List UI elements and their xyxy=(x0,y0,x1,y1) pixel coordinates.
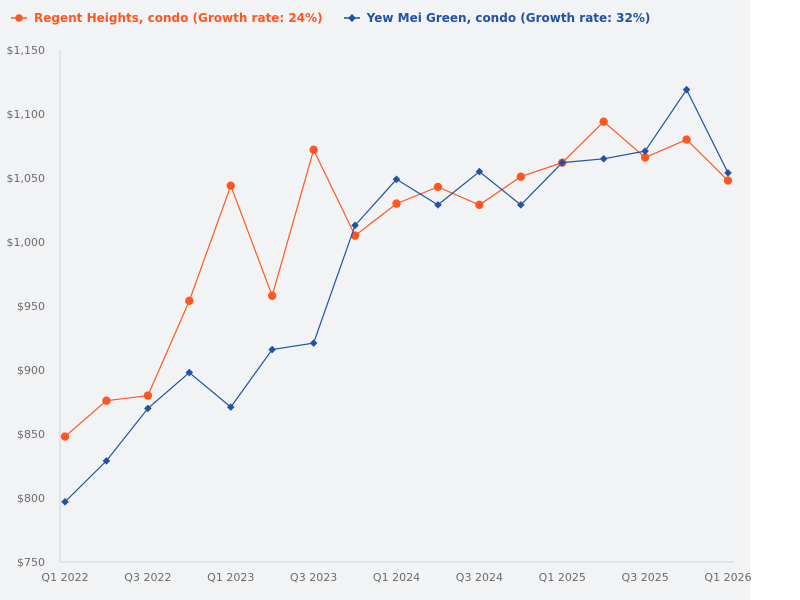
data-point-circle[interactable] xyxy=(60,432,70,441)
data-point-diamond[interactable] xyxy=(61,498,69,506)
data-point-diamond[interactable] xyxy=(268,345,276,354)
data-point-circle[interactable] xyxy=(226,181,235,190)
series-line xyxy=(64,120,729,438)
y-tick-label: $1,050 xyxy=(7,172,46,185)
data-point-circle[interactable] xyxy=(599,117,608,126)
x-tick-label: Q1 2023 xyxy=(207,571,254,584)
data-point-circle[interactable] xyxy=(309,145,318,155)
x-tick-label: Q3 2023 xyxy=(290,571,337,584)
legend-label: Yew Mei Green, condo (Growth rate: 32%) xyxy=(366,11,651,25)
y-tick-label: $950 xyxy=(17,300,45,313)
y-tick-label: $850 xyxy=(17,428,45,441)
x-tick-label: Q1 2024 xyxy=(373,571,420,584)
data-point-circle[interactable] xyxy=(102,396,111,405)
series-layer xyxy=(60,85,733,506)
data-point-circle[interactable] xyxy=(185,296,194,306)
series-yew-mei-green xyxy=(61,85,732,506)
x-tick-label: Q1 2025 xyxy=(539,571,586,584)
y-tick-label: $1,000 xyxy=(7,236,46,249)
data-point-circle[interactable] xyxy=(682,135,691,144)
y-tick-label: $900 xyxy=(17,364,45,377)
data-point-circle[interactable] xyxy=(475,200,484,210)
data-point-circle[interactable] xyxy=(433,182,443,192)
legend-item-regent-heights[interactable]: Regent Heights, condo (Growth rate: 24%) xyxy=(10,11,323,25)
y-tick-label: $750 xyxy=(17,556,45,569)
data-point-circle[interactable] xyxy=(350,231,360,240)
data-point-circle[interactable] xyxy=(723,176,733,185)
legend: Regent Heights, condo (Growth rate: 24%)… xyxy=(10,8,650,28)
data-point-circle[interactable] xyxy=(267,291,277,300)
data-point-diamond[interactable] xyxy=(558,158,567,167)
legend-item-yew-mei-green[interactable]: Yew Mei Green, condo (Growth rate: 32%) xyxy=(343,11,651,25)
data-point-diamond[interactable] xyxy=(599,155,608,163)
data-point-diamond[interactable] xyxy=(724,169,732,177)
circle-marker-icon xyxy=(11,14,27,22)
x-tick-label: Q1 2022 xyxy=(41,571,88,584)
data-point-diamond[interactable] xyxy=(144,404,152,413)
data-point-diamond[interactable] xyxy=(682,85,691,94)
data-point-circle[interactable] xyxy=(143,391,153,400)
data-point-circle[interactable] xyxy=(516,172,526,181)
x-tick-label: Q3 2022 xyxy=(124,571,171,584)
x-tick-label: Q3 2024 xyxy=(456,571,503,584)
data-point-circle[interactable] xyxy=(640,153,650,162)
data-point-diamond[interactable] xyxy=(517,201,525,209)
data-point-diamond[interactable] xyxy=(434,201,442,209)
series-regent-heights xyxy=(60,117,733,441)
series-line xyxy=(64,88,729,503)
data-point-diamond[interactable] xyxy=(641,147,649,155)
data-point-diamond[interactable] xyxy=(185,368,194,377)
x-tick-label: Q1 2026 xyxy=(704,571,751,584)
axes: $750 $800 $850 $900 $950 $1,000 $1,050 $1,100 $1… xyxy=(7,44,752,584)
x-tick-label: Q3 2025 xyxy=(622,571,669,584)
data-point-diamond[interactable] xyxy=(475,167,484,176)
y-tick-label: $800 xyxy=(17,492,45,505)
data-point-circle[interactable] xyxy=(392,199,401,208)
diamond-marker-icon xyxy=(343,14,360,22)
data-point-diamond[interactable] xyxy=(226,403,235,411)
data-point-diamond[interactable] xyxy=(102,457,111,465)
chart-panel xyxy=(0,0,750,600)
data-point-diamond[interactable] xyxy=(392,175,401,184)
y-tick-label: $1,150 xyxy=(7,44,46,57)
legend-label: Regent Heights, condo (Growth rate: 24%) xyxy=(34,11,323,25)
data-point-diamond[interactable] xyxy=(351,221,359,230)
y-tick-label: $1,100 xyxy=(7,108,46,121)
data-point-diamond[interactable] xyxy=(309,339,318,347)
